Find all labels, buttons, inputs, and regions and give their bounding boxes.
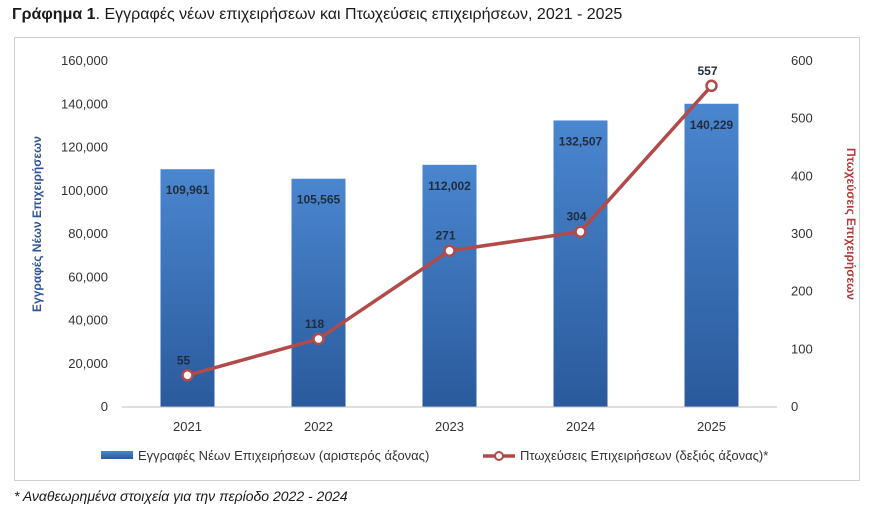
y-right-tick-label: 400	[791, 168, 813, 183]
bar-data-label: 105,565	[297, 193, 341, 207]
x-tick-label: 2024	[566, 419, 595, 434]
y-left-tick-label: 60,000	[68, 269, 108, 284]
line-point	[574, 225, 587, 238]
x-tick-label: 2025	[697, 419, 726, 434]
chart-title-suffix: . Εγγραφές νέων επιχειρήσεων και Πτωχεύσ…	[95, 6, 623, 23]
x-tick-label: 2023	[435, 419, 464, 434]
y-left-tick-label: 80,000	[68, 226, 108, 241]
legend-line-marker	[494, 451, 504, 461]
bar	[422, 164, 477, 407]
line-data-label: 304	[566, 210, 586, 224]
y-left-tick-label: 120,000	[61, 140, 108, 155]
y-right-tick-label: 500	[791, 111, 813, 126]
x-tick-label: 2021	[173, 419, 202, 434]
y-left-tick-label: 40,000	[68, 313, 108, 328]
chart-title-prefix: Γράφημα 1	[12, 6, 96, 23]
line-point	[443, 244, 456, 257]
footnote: * Αναθεωρημένα στοιχεία για την περίοδο …	[14, 488, 348, 504]
y-left-tick-label: 20,000	[68, 356, 108, 371]
line-point	[705, 79, 718, 93]
legend-bar-label: Εγγραφές Νέων Επιχειρήσεων (αριστερός άξ…	[138, 448, 429, 463]
legend-bar-swatch	[101, 451, 133, 459]
line-data-label: 271	[435, 229, 455, 243]
y-left-tick-label: 100,000	[61, 183, 108, 198]
y-left-tick-label: 140,000	[61, 96, 108, 111]
chart-title: Γράφημα 1. Εγγραφές νέων επιχειρήσεων κα…	[12, 6, 622, 24]
y-left-tick-label: 0	[101, 399, 108, 414]
line-data-label: 557	[697, 64, 717, 78]
bar-data-label: 109,961	[166, 183, 210, 197]
bar	[160, 169, 215, 407]
bar	[684, 103, 739, 407]
line-point	[181, 369, 194, 382]
y-right-tick-label: 0	[791, 399, 798, 414]
bar	[291, 178, 346, 407]
y-left-axis-title: Εγγραφές Νέων Επιχειρήσεων	[30, 136, 44, 312]
y-right-tick-label: 600	[791, 53, 813, 68]
y-right-tick-label: 300	[791, 226, 813, 241]
line-data-label: 55	[177, 353, 191, 367]
line-data-label: 118	[305, 317, 325, 331]
y-right-tick-label: 100	[791, 341, 813, 356]
legend-line-label: Πτωχεύσεις Επιχειρήσεων (δεξιός άξονας)*	[520, 448, 768, 463]
bar	[553, 120, 608, 407]
y-right-axis-title: Πτωχεύσεις Επιχειρήσεων	[844, 148, 858, 300]
y-left-tick-label: 160,000	[61, 53, 108, 68]
bar-data-label: 140,229	[690, 118, 734, 132]
line-point	[312, 332, 325, 346]
x-tick-label: 2022	[304, 419, 333, 434]
y-right-tick-label: 200	[791, 284, 813, 299]
bar-data-label: 112,002	[428, 179, 471, 193]
bar-data-label: 132,507	[559, 134, 603, 148]
chart-frame	[14, 37, 860, 481]
